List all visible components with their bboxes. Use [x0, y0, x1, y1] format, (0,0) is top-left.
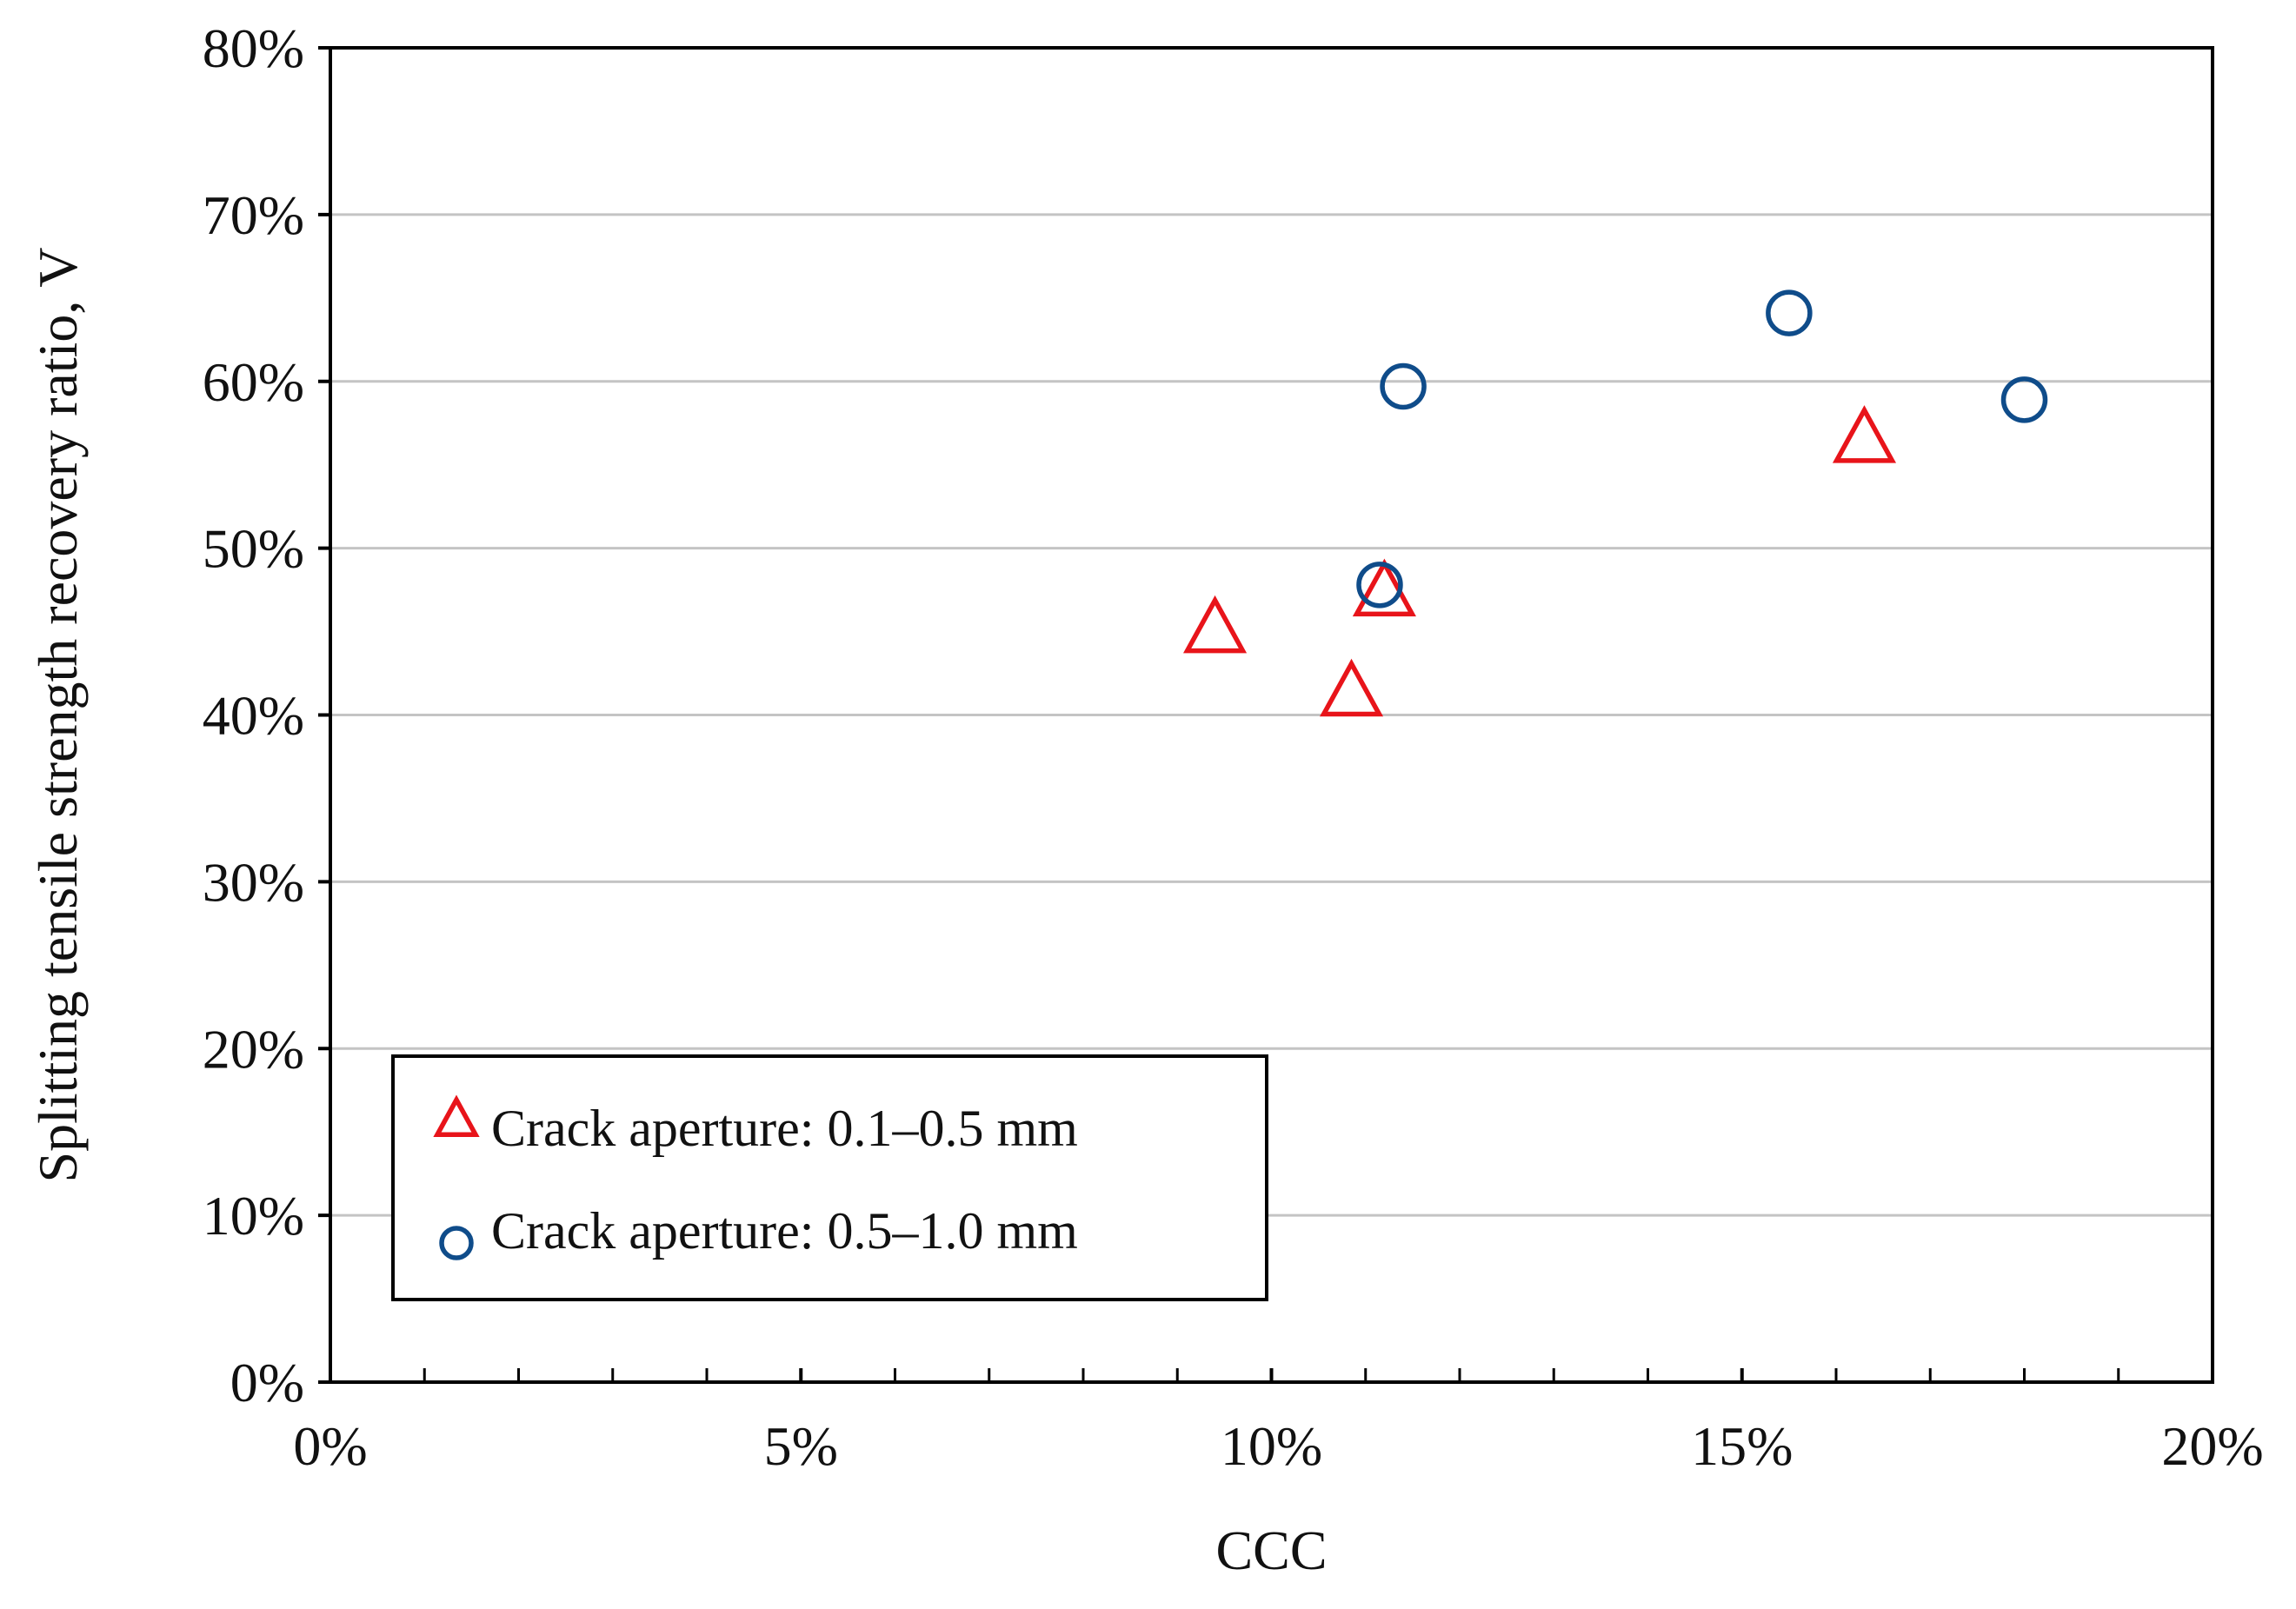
- y-tick-label: 0%: [230, 1352, 304, 1413]
- data-point-circle: [1356, 562, 1403, 608]
- x-tick-label: 5%: [764, 1415, 838, 1477]
- data-point-circle: [1380, 362, 1427, 410]
- y-tick-label: 30%: [203, 851, 304, 913]
- y-tick-label: 60%: [203, 351, 304, 413]
- y-tick-label: 70%: [203, 184, 304, 246]
- legend-box: [391, 1054, 1268, 1301]
- data-point-triangle: [1182, 595, 1248, 654]
- legend-marker-triangle-icon: [433, 1094, 480, 1137]
- y-tick-label: 80%: [203, 17, 304, 79]
- data-markers: [1182, 289, 2048, 717]
- y-axis-title: Splitting tensile strength recovery rati…: [27, 248, 89, 1183]
- data-point-circle: [2000, 376, 2048, 423]
- axis-ticks: 0% 10% 20% 30% 40% 50% 60% 70% 80% 0% 5% 10% 15% 20%: [203, 17, 2264, 1477]
- gridlines: [330, 213, 2213, 1217]
- legend-triangle-mark: [433, 1094, 480, 1137]
- x-tick-label: 20%: [2161, 1415, 2263, 1477]
- legend-marker-circle-icon: [439, 1226, 474, 1260]
- legend-label-small-aperture: Crack aperture: 0.1–0.5 mm: [491, 1100, 1078, 1157]
- legend-label-large-aperture: Crack aperture: 0.5–1.0 mm: [491, 1202, 1078, 1260]
- y-tick-label: 50%: [203, 518, 304, 580]
- data-point-triangle: [1319, 658, 1384, 717]
- y-tick-label: 20%: [203, 1018, 304, 1080]
- data-point-circle: [1766, 289, 1813, 336]
- data-point-triangle: [1832, 405, 1897, 463]
- x-tick-label: 10%: [1221, 1415, 1322, 1477]
- x-axis-title: CCC: [1215, 1519, 1327, 1581]
- x-tick-label: 15%: [1691, 1415, 1793, 1477]
- legend-circle-mark: [439, 1226, 474, 1260]
- y-tick-label: 10%: [203, 1185, 304, 1247]
- y-tick-label: 40%: [203, 685, 304, 747]
- legend: Crack aperture: 0.1–0.5 mm Crack apertur…: [391, 1054, 1268, 1301]
- x-tick-label: 0%: [293, 1415, 367, 1477]
